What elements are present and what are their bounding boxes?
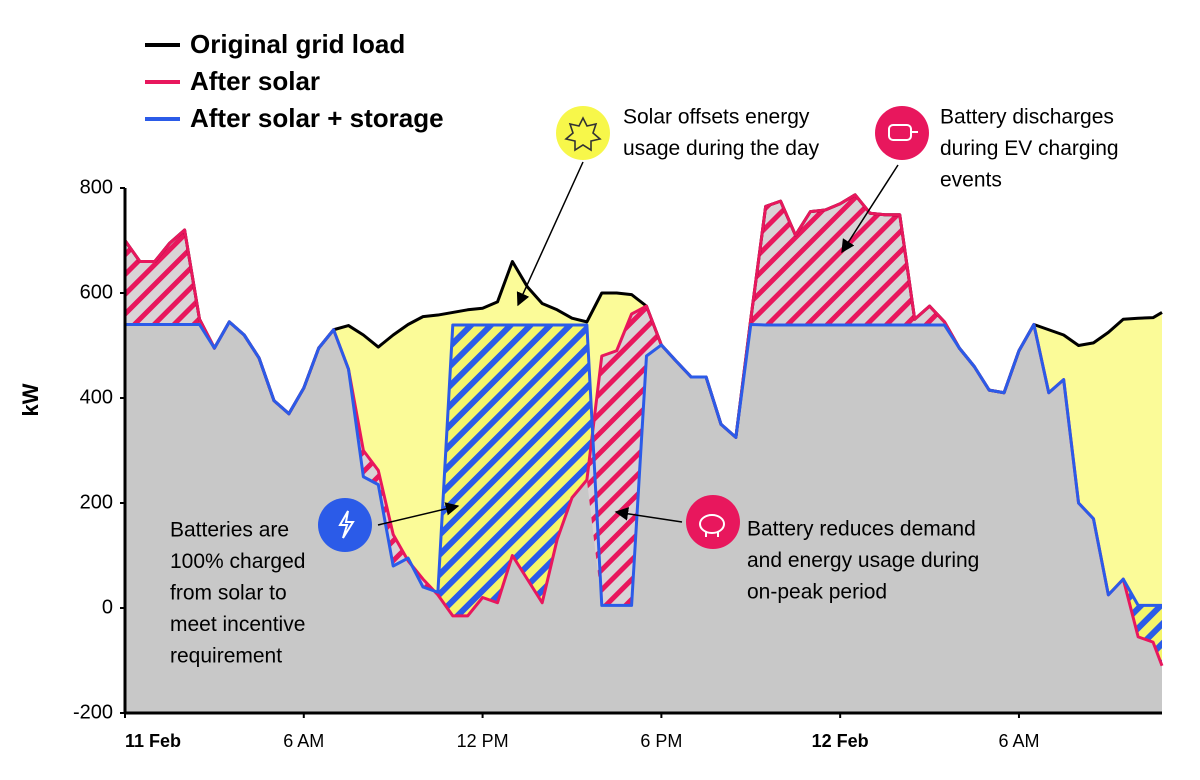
annotation-text: on-peak period	[747, 581, 887, 604]
annotation-text: events	[940, 169, 1002, 192]
y-tick-label: -200	[73, 701, 113, 723]
lines	[123, 193, 1164, 667]
y-tick-label: 200	[80, 491, 113, 513]
y-tick-label: 400	[80, 386, 113, 408]
x-tick-label: 12 Feb	[812, 731, 869, 751]
annotation-text: 100% charged	[170, 550, 305, 573]
arrow	[377, 502, 460, 526]
annotation-text: usage during the day	[623, 137, 820, 160]
annotation-text: requirement	[170, 645, 282, 668]
x-tick-label: 6 PM	[640, 731, 682, 751]
legend-label: Original grid load	[190, 29, 405, 59]
axes: kW -200 0 200 400 600 800 11 Feb 6 AM 12 PM 6 PM 1…	[18, 176, 1162, 751]
annotation-text: Batteries are	[170, 519, 289, 542]
annotations: Solar offsets energy usage during the day…	[170, 106, 1119, 668]
battery-icon	[318, 498, 372, 552]
annotation-text: from solar to	[170, 582, 287, 605]
savings-icon	[686, 495, 740, 549]
arrow	[516, 161, 584, 307]
x-tick-label: 6 AM	[998, 731, 1039, 751]
annotation-text: Battery reduces demand	[747, 518, 976, 541]
legend-label: After solar + storage	[190, 103, 444, 133]
x-tick-label: 11 Feb	[125, 731, 181, 751]
annotation-text: Battery discharges	[940, 106, 1114, 129]
annotation-text: Solar offsets energy	[623, 106, 810, 129]
solar-icon	[556, 106, 610, 160]
annotation-text: meet incentive	[170, 613, 305, 636]
x-tick-label: 6 AM	[283, 731, 324, 751]
y-axis-label: kW	[18, 383, 43, 416]
base-load-area	[125, 321, 1162, 713]
annotation-text: during EV charging	[940, 137, 1119, 160]
series-line	[125, 320, 1162, 607]
legend: Original grid load After solar After solar…	[145, 29, 444, 133]
ev-icon	[875, 106, 929, 160]
x-tick-label: 12 PM	[457, 731, 509, 751]
arrow	[841, 164, 899, 254]
legend-label: After solar	[190, 66, 320, 96]
annotation-text: and energy usage during	[747, 549, 979, 572]
y-tick-label: 600	[80, 281, 113, 303]
arrow	[614, 507, 683, 523]
y-tick-label: 800	[80, 176, 113, 198]
y-tick-label: 0	[102, 596, 113, 618]
